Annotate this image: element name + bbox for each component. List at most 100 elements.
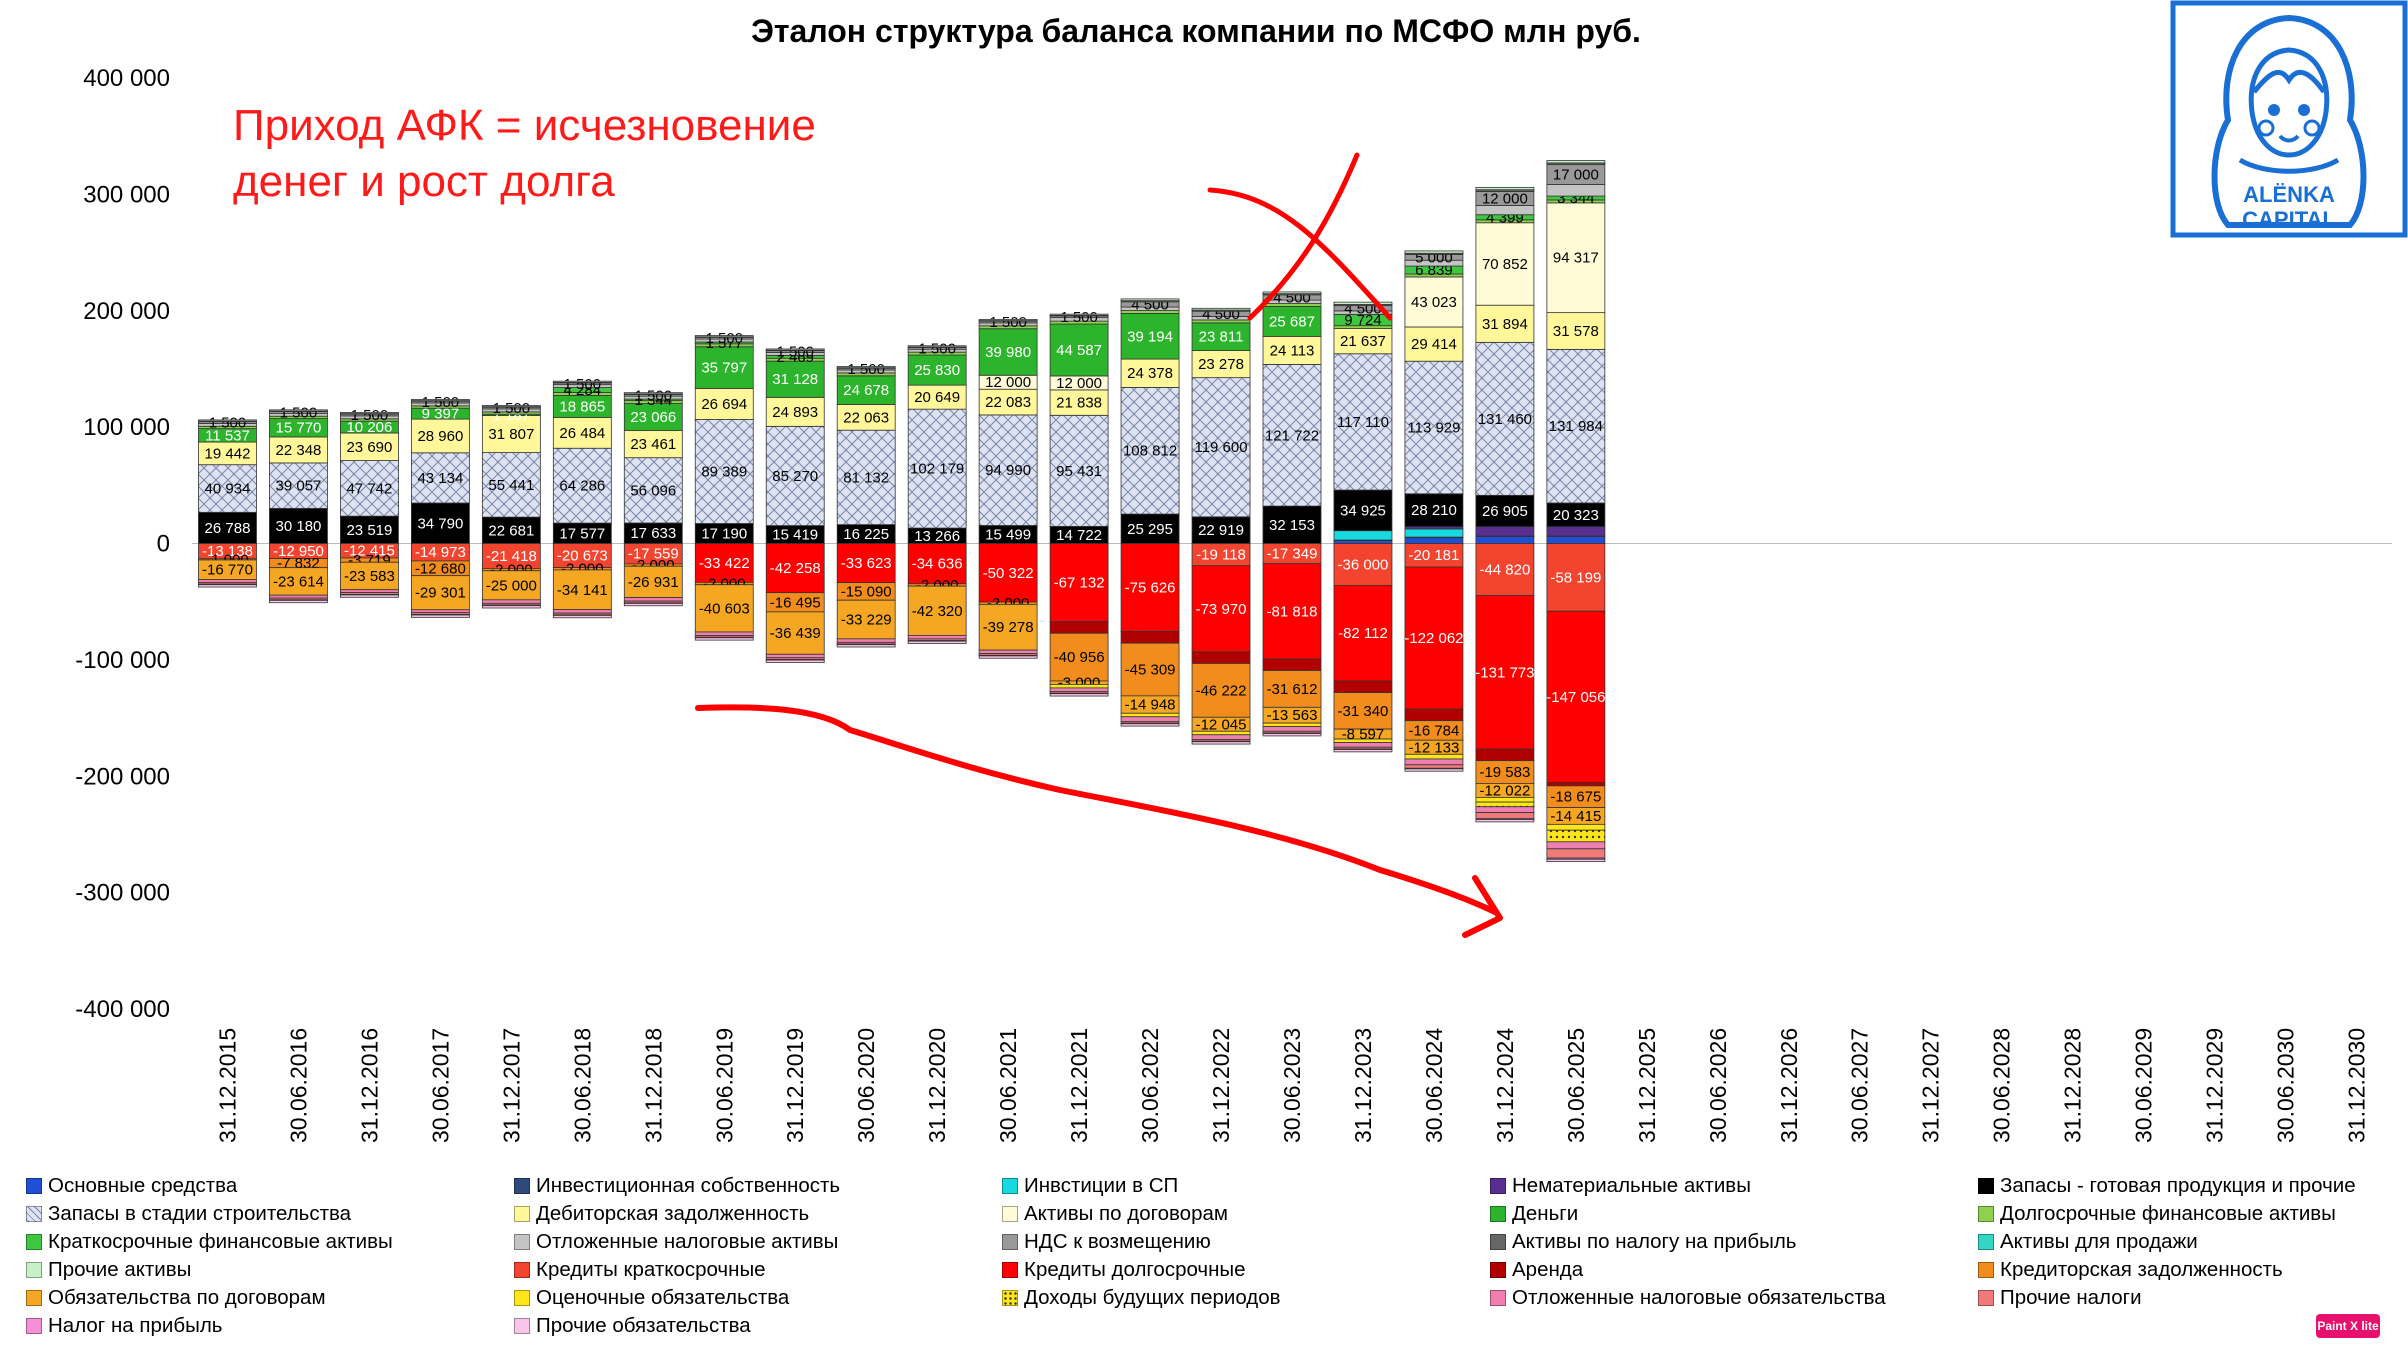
bar-segment (1404, 764, 1464, 769)
legend-item: Дебиторская задолженность (514, 1200, 1002, 1227)
bar-segment (1120, 313, 1180, 360)
x-tick-label: 31.12.2021 (1066, 1028, 1092, 1143)
bar-segment (694, 631, 754, 636)
red-cross-stroke-2 (1207, 187, 1393, 321)
bar-segment (1475, 186, 1535, 191)
bar-segment (907, 585, 967, 636)
bar-segment (1120, 513, 1180, 544)
legend-label: Дебиторская задолженность (536, 1201, 810, 1225)
x-tick-label: 30.06.2020 (853, 1028, 879, 1143)
bar-segment (1404, 250, 1464, 254)
data-label: 9 397 (422, 406, 460, 423)
data-label: -33 422 (699, 555, 750, 572)
bar-segment (1546, 543, 1606, 612)
bar-segment (1333, 489, 1393, 532)
bar-segment (481, 605, 541, 609)
bar-segment (1404, 768, 1464, 772)
bar-segment (552, 609, 612, 614)
data-label: 17 577 (559, 525, 605, 542)
x-tick-label: 30.06.2029 (2131, 1028, 2157, 1143)
data-label: 43 023 (1411, 294, 1457, 311)
data-label: 22 063 (843, 409, 889, 426)
legend-swatch (1978, 1261, 1994, 1278)
legend-swatch (514, 1289, 530, 1306)
legend-swatch (1978, 1233, 1994, 1250)
data-label: -12 415 (344, 543, 395, 560)
bar-segment (1191, 516, 1251, 544)
bar-segment (836, 638, 896, 643)
data-label: 23 519 (346, 522, 392, 539)
legend-label: Инвестиционная собственность (536, 1173, 841, 1197)
data-label: -67 132 (1054, 575, 1105, 592)
bar-segment (907, 384, 967, 410)
alenka-capital-logo: ALЁNKA CAPITAL (2170, 0, 2408, 238)
bar-segment (1475, 536, 1535, 544)
bar-segment (269, 462, 328, 509)
logo-text-2: CAPITAL (2242, 207, 2336, 232)
legend-swatch (1002, 1177, 1018, 1194)
bar-segment (198, 584, 257, 588)
bar-segment (623, 597, 683, 602)
bar-segment (1120, 387, 1180, 515)
bar-segment (552, 569, 612, 611)
data-label: 15 419 (772, 527, 818, 544)
y-tick-label: 0 (157, 531, 170, 558)
legend-item: Доходы будущих периодов (1002, 1284, 1490, 1311)
x-tick-label: 31.12.2018 (640, 1028, 666, 1143)
annotation-overlay: Приход АФК = исчезновение денег и рост д… (233, 101, 1503, 938)
data-label: 35 797 (701, 360, 747, 377)
bar-segment (907, 408, 967, 529)
bar-segment (1049, 389, 1109, 416)
x-tick-label: 30.06.2022 (1137, 1028, 1163, 1143)
data-label: -29 301 (415, 585, 466, 602)
bar-segment (1333, 692, 1393, 730)
bar-segment (907, 640, 967, 644)
data-label: 34 925 (1340, 502, 1386, 519)
x-tick-label: 30.06.2027 (1847, 1028, 1873, 1143)
bar-segment (907, 354, 967, 386)
data-label: 1 500 (918, 340, 956, 357)
bar-segment (481, 570, 541, 601)
bar-segment (1191, 322, 1251, 351)
legend-item: Нематериальные активы (1490, 1172, 1978, 1199)
legend-swatch (1002, 1205, 1018, 1222)
bar-segment (978, 319, 1038, 321)
data-label: -131 773 (1475, 664, 1534, 681)
data-label: 14 722 (1056, 527, 1102, 544)
data-label: -50 322 (983, 565, 1034, 582)
legend-label: Отложенные налоговые активы (536, 1229, 839, 1253)
data-label: -20 181 (1408, 547, 1459, 564)
data-label: 10 206 (346, 419, 392, 436)
data-label: 1 500 (351, 407, 389, 424)
bar-segment (1191, 730, 1251, 736)
data-label: 1 500 (635, 387, 673, 404)
data-label: 94 990 (985, 462, 1031, 479)
x-tick-label: 31.12.2025 (1634, 1028, 1660, 1143)
bar-segment (623, 603, 683, 607)
data-label: 40 934 (205, 481, 251, 498)
data-label: 31 894 (1482, 316, 1528, 333)
x-tick-label: 31.12.2015 (214, 1028, 240, 1143)
x-tick-label: 31.12.2029 (2202, 1028, 2228, 1143)
bar-segment (269, 594, 328, 599)
red-cross-stroke-1 (1247, 152, 1360, 321)
data-label: 26 905 (1482, 503, 1528, 520)
legend-label: Инвстиции в СП (1024, 1173, 1179, 1197)
bar-segment (269, 507, 328, 544)
data-label: 22 083 (985, 394, 1031, 411)
legend-swatch (26, 1317, 42, 1334)
data-label: -21 418 (486, 548, 537, 565)
data-label: 1 500 (280, 404, 318, 421)
data-label: 34 790 (417, 515, 463, 532)
bar-segment (1120, 358, 1180, 388)
paint-x-lite-badge: Paint X lite (2316, 1314, 2380, 1338)
x-tick-label: 30.06.2024 (1421, 1028, 1447, 1143)
bar-segment (481, 516, 541, 544)
legend-swatch (1002, 1289, 1018, 1306)
data-label: 20 323 (1553, 507, 1599, 524)
data-label: 25 830 (914, 362, 960, 379)
bar-segment (978, 414, 1038, 526)
x-tick-label: 31.12.2022 (1208, 1028, 1234, 1143)
legend-label: Кредиты долгосрочные (1024, 1257, 1246, 1281)
data-label: 26 788 (205, 520, 251, 537)
